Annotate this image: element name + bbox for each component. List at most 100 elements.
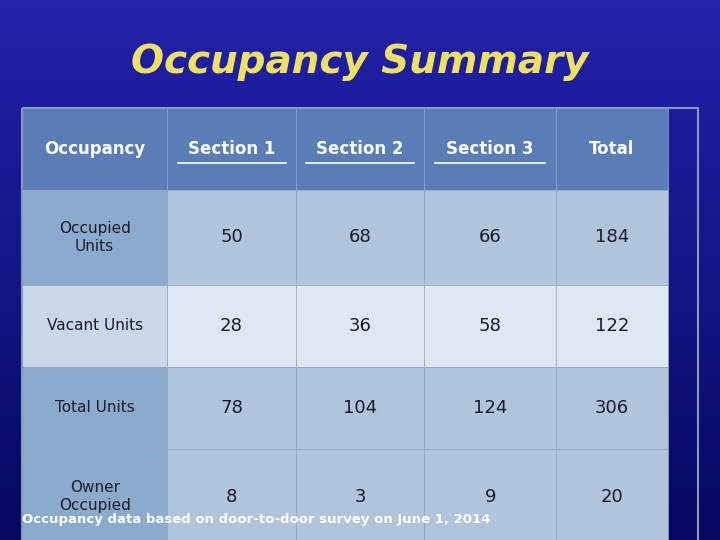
Bar — [0, 72, 720, 81]
Text: 184: 184 — [595, 228, 629, 246]
Text: 306: 306 — [595, 399, 629, 417]
Bar — [22, 285, 167, 367]
Bar — [0, 378, 720, 387]
Bar — [296, 285, 424, 367]
Bar — [0, 54, 720, 63]
Bar — [0, 306, 720, 315]
Bar — [0, 216, 720, 225]
Text: Occupancy Summary: Occupancy Summary — [131, 43, 589, 81]
Text: 36: 36 — [348, 317, 372, 335]
Bar — [0, 126, 720, 135]
Bar — [0, 468, 720, 477]
Bar — [22, 108, 167, 190]
Bar — [0, 225, 720, 234]
Bar — [167, 449, 296, 540]
Bar — [0, 198, 720, 207]
Bar — [0, 504, 720, 513]
Text: 20: 20 — [600, 488, 624, 505]
Text: 66: 66 — [479, 228, 502, 246]
Bar — [424, 449, 556, 540]
Bar — [0, 45, 720, 54]
Bar — [0, 432, 720, 441]
Text: Occupancy: Occupancy — [44, 140, 145, 158]
Bar — [0, 477, 720, 486]
Bar — [296, 367, 424, 449]
Bar — [0, 261, 720, 270]
Bar — [556, 108, 667, 190]
Bar — [0, 243, 720, 252]
Text: Occupied
Units: Occupied Units — [59, 221, 130, 254]
Bar — [22, 449, 167, 540]
Bar — [0, 387, 720, 396]
Bar — [0, 513, 720, 522]
Text: 58: 58 — [479, 317, 502, 335]
Bar — [296, 449, 424, 540]
Bar — [0, 90, 720, 99]
Text: 104: 104 — [343, 399, 377, 417]
Bar — [556, 367, 667, 449]
Text: 78: 78 — [220, 399, 243, 417]
Bar — [0, 144, 720, 153]
Text: 28: 28 — [220, 317, 243, 335]
Bar — [0, 459, 720, 468]
Bar — [0, 162, 720, 171]
Text: 8: 8 — [226, 488, 238, 505]
Bar — [167, 285, 296, 367]
Bar — [0, 495, 720, 504]
Bar — [167, 108, 296, 190]
Bar — [0, 207, 720, 216]
Bar — [0, 252, 720, 261]
Bar — [0, 279, 720, 288]
Bar — [0, 189, 720, 198]
Bar — [0, 27, 720, 36]
Bar — [0, 108, 720, 117]
Bar — [22, 108, 698, 540]
Bar — [0, 342, 720, 351]
Bar — [0, 99, 720, 108]
Bar — [22, 367, 167, 449]
Bar — [0, 171, 720, 180]
Bar — [0, 135, 720, 144]
Bar — [0, 81, 720, 90]
Text: 50: 50 — [220, 228, 243, 246]
Text: Section 3: Section 3 — [446, 140, 534, 158]
Text: 122: 122 — [595, 317, 629, 335]
Bar — [0, 441, 720, 450]
Bar — [0, 153, 720, 162]
Bar — [0, 396, 720, 405]
Text: Occupancy data based on door-to-door survey on June 1, 2014: Occupancy data based on door-to-door sur… — [22, 514, 490, 526]
Bar — [424, 190, 556, 285]
Bar — [0, 0, 720, 9]
Bar — [556, 285, 667, 367]
Text: Section 2: Section 2 — [316, 140, 404, 158]
Bar — [0, 522, 720, 531]
Text: Vacant Units: Vacant Units — [47, 319, 143, 334]
Bar — [167, 190, 296, 285]
Bar — [556, 449, 667, 540]
Bar — [0, 531, 720, 540]
Text: 124: 124 — [473, 399, 508, 417]
Bar — [0, 18, 720, 27]
Bar — [424, 285, 556, 367]
Text: Total Units: Total Units — [55, 401, 135, 415]
Bar — [0, 486, 720, 495]
Text: 3: 3 — [354, 488, 366, 505]
Bar — [22, 190, 167, 285]
Text: 68: 68 — [348, 228, 372, 246]
Bar — [0, 234, 720, 243]
Text: 9: 9 — [485, 488, 496, 505]
Bar — [0, 324, 720, 333]
Bar — [0, 63, 720, 72]
Bar — [0, 297, 720, 306]
Bar — [0, 360, 720, 369]
Bar — [0, 405, 720, 414]
Bar — [556, 190, 667, 285]
Bar — [0, 423, 720, 432]
Bar — [0, 36, 720, 45]
Bar — [296, 108, 424, 190]
Bar — [0, 351, 720, 360]
Bar — [0, 180, 720, 189]
Text: Owner
Occupied: Owner Occupied — [59, 480, 130, 512]
Bar — [424, 367, 556, 449]
Bar — [0, 450, 720, 459]
